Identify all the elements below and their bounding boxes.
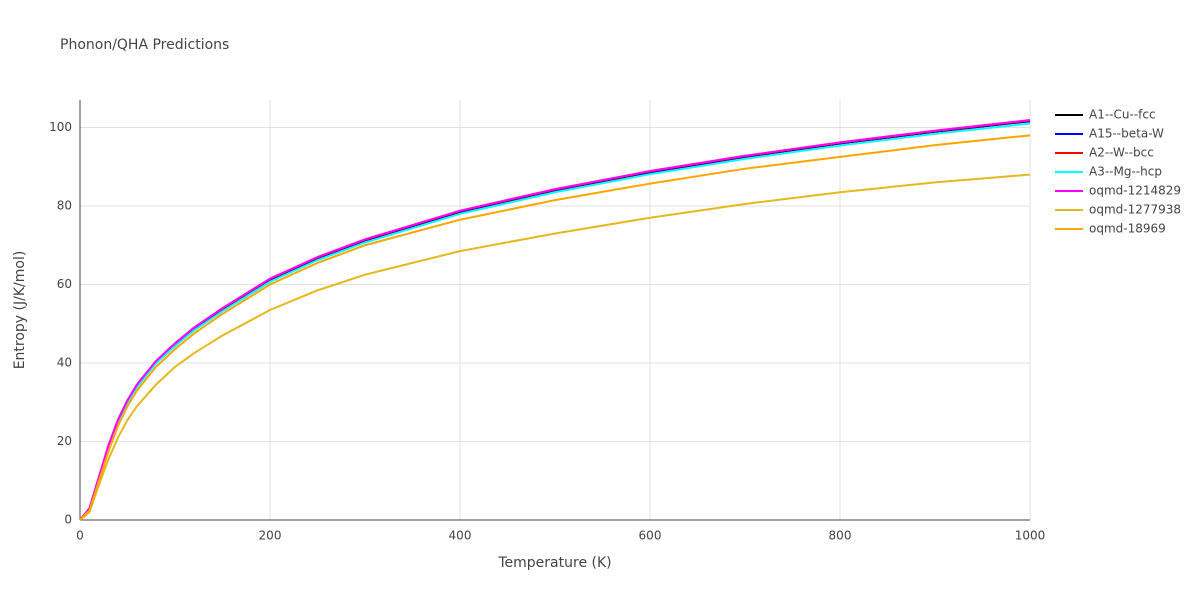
x-tick-label: 1000 <box>1015 529 1046 543</box>
x-axis-label: Temperature (K) <box>497 555 611 571</box>
y-axis-label: Entropy (J/K/mol) <box>12 251 28 370</box>
series-line <box>79 122 1031 521</box>
y-tick-label: 20 <box>57 434 72 448</box>
legend-label: oqmd-1277938 <box>1089 203 1181 217</box>
series-line <box>79 173 1031 521</box>
series-line <box>79 119 1031 521</box>
y-tick-label: 80 <box>57 198 72 212</box>
chart-title: Phonon/QHA Predictions <box>60 37 229 53</box>
legend-label: oqmd-18969 <box>1089 222 1166 236</box>
series-line <box>79 119 1031 521</box>
y-tick-label: 40 <box>57 355 72 369</box>
y-tick-label: 0 <box>64 513 72 527</box>
series-line <box>79 134 1031 521</box>
legend-label: A15--beta-W <box>1089 127 1164 141</box>
x-tick-label: 400 <box>449 529 472 543</box>
x-tick-label: 600 <box>639 529 662 543</box>
series-line <box>79 120 1031 521</box>
series-line <box>79 119 1031 521</box>
x-tick-label: 800 <box>829 529 852 543</box>
legend-label: A2--W--bcc <box>1089 146 1154 160</box>
legend-label: A1--Cu--fcc <box>1089 108 1156 122</box>
x-tick-label: 0 <box>76 529 84 543</box>
y-tick-label: 100 <box>49 120 72 134</box>
legend-label: oqmd-1214829 <box>1089 184 1181 198</box>
x-tick-label: 200 <box>259 529 282 543</box>
legend-label: A3--Mg--hcp <box>1089 165 1162 179</box>
y-tick-label: 60 <box>57 277 72 291</box>
